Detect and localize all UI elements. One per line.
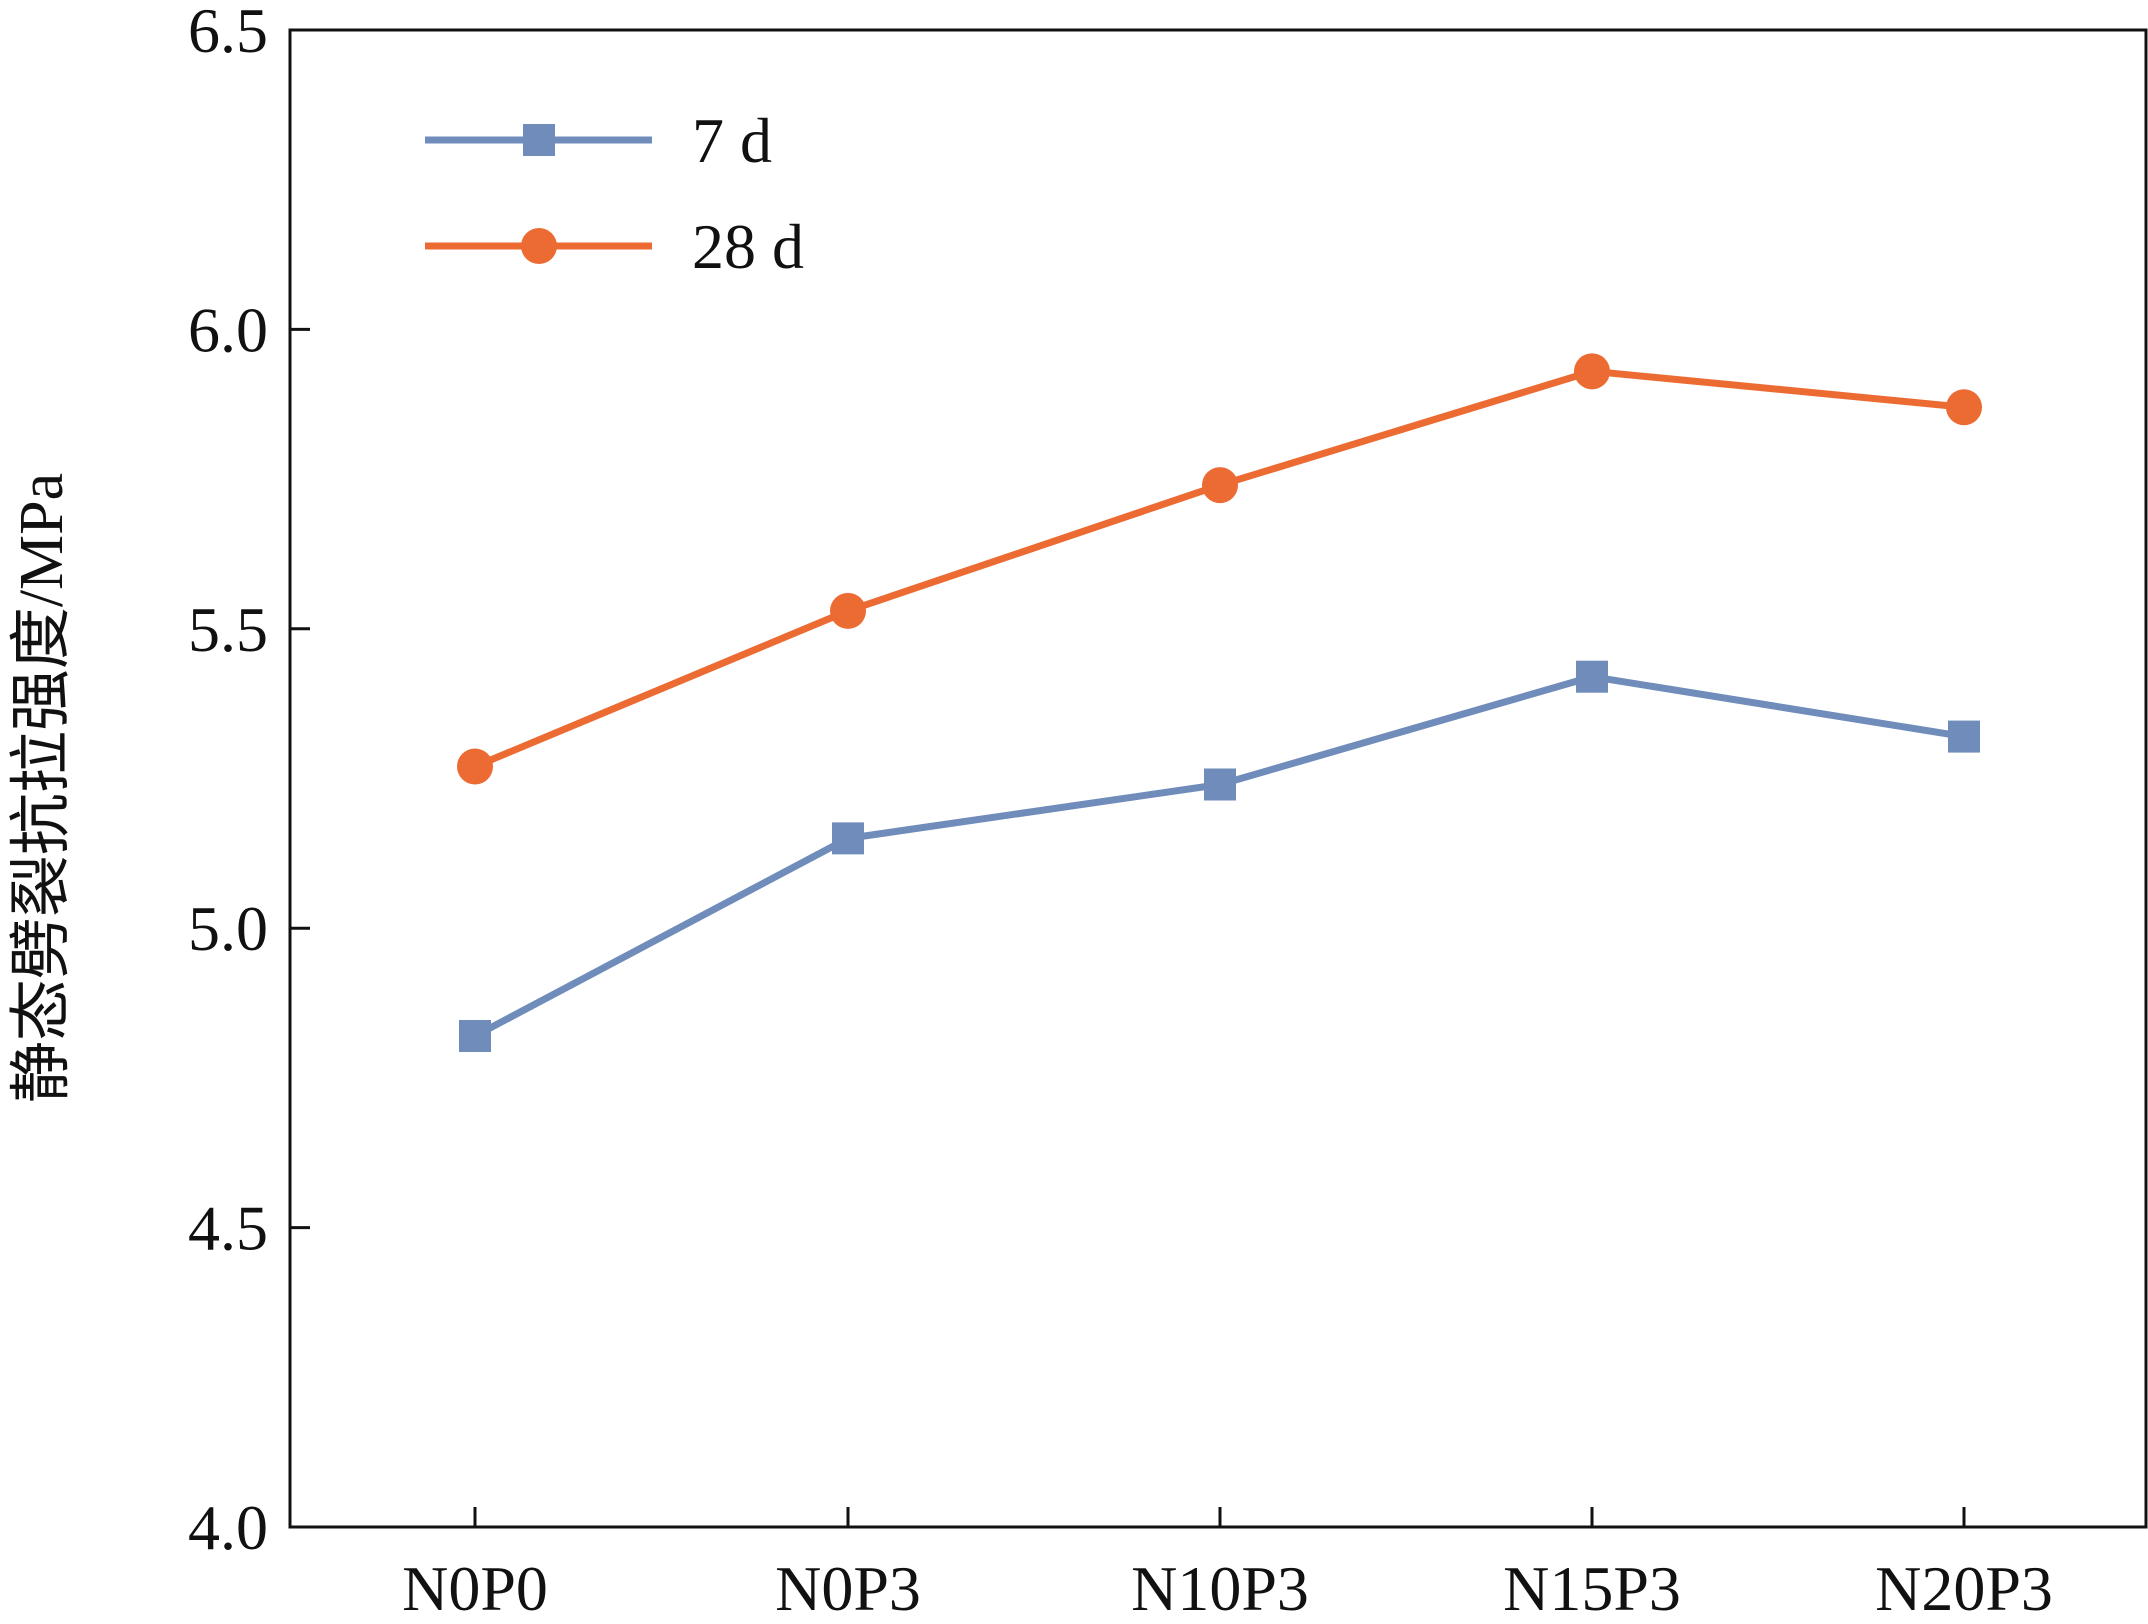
data-point-circle [457,748,493,785]
legend-marker-square [523,124,555,156]
data-point-square [1204,768,1236,801]
axes-layer [288,28,2148,1529]
y-tick-label: 4.5 [188,1193,268,1264]
x-tick-label: N0P0 [402,1553,548,1619]
legend-marker-circle [521,228,557,264]
series-line [473,367,1965,770]
x-tick-label: N20P3 [1875,1553,2053,1619]
x-tick-label: N15P3 [1503,1553,1681,1619]
y-tick-label: 5.0 [188,893,268,964]
data-point-circle [1202,467,1238,504]
legend: 7 d 28 d [425,105,804,282]
legend-entry: 28 d [425,211,804,282]
data-point-circle [1946,389,1982,426]
series-line [473,673,1965,1040]
series-layer [457,353,1982,1052]
y-tick-label: 6.0 [188,294,268,365]
data-point-square [1576,660,1608,693]
y-tick-label: 5.5 [188,594,268,665]
series-7d [459,660,1980,1052]
series-28d [457,353,1982,785]
y-axis-label: 静态劈裂抗拉强度/MPa [8,473,76,1103]
data-point-square [1948,720,1980,753]
y-tick-label: 4.0 [188,1492,268,1563]
x-tick-label: N10P3 [1131,1553,1309,1619]
legend-label: 7 d [692,105,772,176]
data-point-circle [1574,353,1610,390]
y-tick-label: 6.5 [188,0,268,66]
data-point-square [832,822,864,855]
ticks-layer: 4.0 4.5 5.0 5.5 6.0 6.5 N0P0 N0P3 N10P3 N15P3 N20P… [188,0,2053,1624]
data-point-square [459,1019,491,1052]
legend-entry: 7 d [425,105,772,176]
legend-label: 28 d [692,211,804,282]
plot-frame [288,28,2148,1529]
x-tick-label: N0P3 [775,1553,921,1619]
data-point-circle [830,592,866,629]
